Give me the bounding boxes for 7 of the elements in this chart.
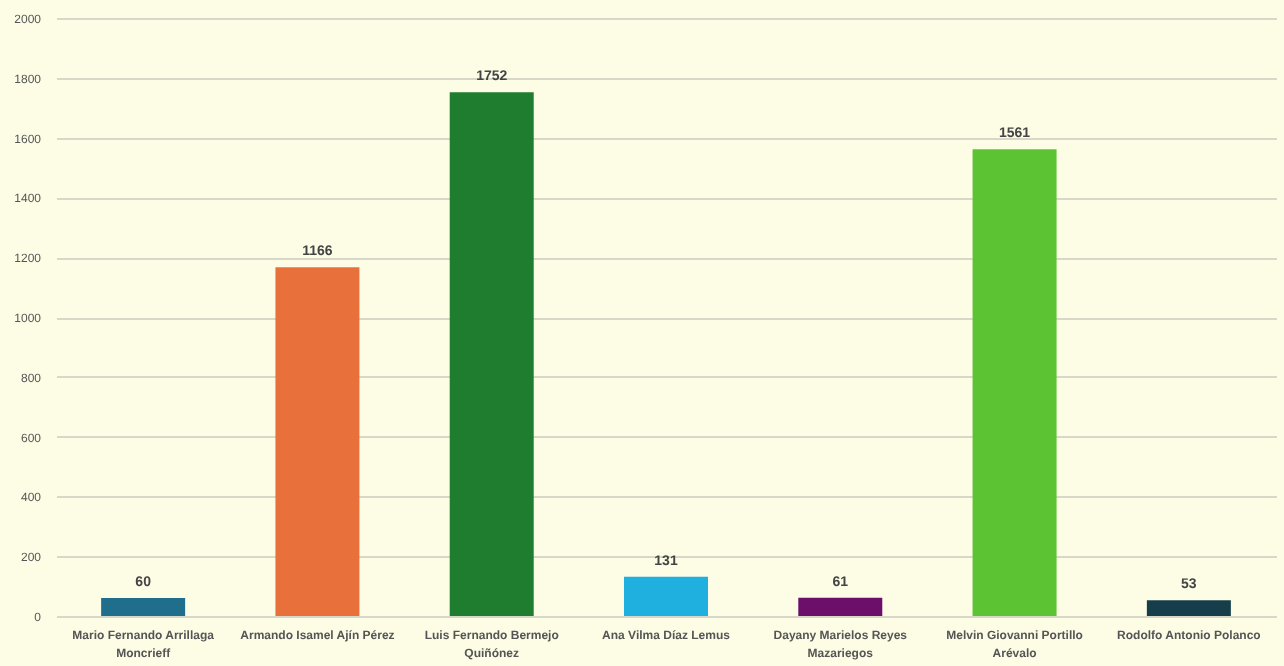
bar xyxy=(101,598,186,616)
bar xyxy=(624,576,708,616)
bar xyxy=(1146,600,1231,616)
bar xyxy=(275,267,360,616)
bar xyxy=(449,92,534,616)
bar xyxy=(972,149,1057,616)
bar xyxy=(798,597,883,616)
